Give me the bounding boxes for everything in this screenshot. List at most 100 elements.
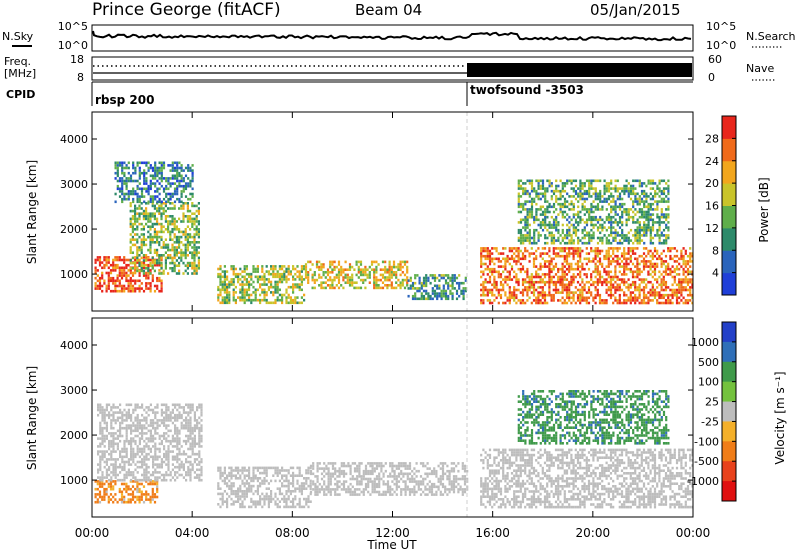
power-echo-cell	[537, 184, 540, 188]
power-echo-cell	[543, 273, 547, 276]
power-echo-cell	[618, 215, 622, 219]
power-echo-cell	[462, 297, 465, 301]
power-echo-cell	[226, 293, 229, 297]
power-echo-cell	[156, 284, 159, 288]
power-echo-cell	[158, 222, 161, 226]
velocity-echo-cell	[112, 413, 115, 417]
power-echo-cell	[114, 284, 117, 288]
power-echo-cell	[590, 205, 593, 209]
power-echo-cell	[482, 280, 485, 284]
power-echo-cell	[561, 213, 564, 216]
power-echo-cell	[444, 292, 448, 295]
power-echo-cell	[519, 179, 523, 183]
power-echo-cell	[169, 195, 172, 198]
power-echo-cell	[116, 256, 119, 259]
velocity-echo-cell	[98, 482, 102, 486]
power-echo-cell	[642, 286, 646, 289]
power-echo-cell	[524, 257, 527, 261]
power-echo-cell	[322, 286, 325, 290]
power-echo-cell	[662, 234, 666, 237]
power-echo-cell	[623, 283, 626, 287]
velocity-echo-cell	[120, 495, 124, 499]
velocity-echo-cell	[101, 416, 104, 420]
velocity-echo-cell	[130, 452, 133, 456]
power-echo-cell	[599, 208, 602, 211]
power-echo-cell	[182, 261, 185, 265]
power-echo-cell	[414, 292, 417, 295]
power-echo-cell	[298, 272, 301, 276]
power-echo-cell	[636, 262, 639, 266]
power-echo-cell	[576, 273, 580, 276]
velocity-echo-cell	[127, 424, 130, 427]
velocity-echo-cell	[154, 447, 157, 451]
power-echo-cell	[386, 286, 389, 290]
power-echo-cell	[621, 221, 624, 224]
power-echo-cell	[524, 221, 527, 224]
velocity-echo-cell	[149, 473, 152, 477]
velocity-echo-cell	[143, 445, 146, 448]
velocity-echo-cell	[98, 493, 102, 496]
velocity-echo-cell	[167, 463, 170, 466]
velocity-echo-cell	[110, 426, 113, 430]
power-echo-cell	[656, 265, 659, 268]
power-echo-cell	[337, 273, 341, 277]
velocity-echo-cell	[105, 426, 108, 430]
power-echo-cell	[484, 249, 487, 253]
power-echo-cell	[642, 301, 646, 305]
power-echo-cell	[682, 296, 685, 300]
power-echo-cell	[629, 270, 632, 274]
power-echo-cell	[178, 217, 181, 221]
velocity-echo-cell	[149, 421, 152, 425]
power-echo-cell	[684, 265, 687, 268]
power-echo-cell	[160, 246, 163, 249]
power-echo-cell	[147, 166, 150, 170]
power-echo-cell	[572, 223, 575, 227]
power-echo-cell	[588, 179, 591, 183]
power-echo-cell	[532, 293, 536, 297]
power-echo-cell	[568, 179, 571, 183]
power-echo-cell	[552, 299, 555, 302]
power-echo-cell	[517, 288, 520, 292]
power-echo-cell	[178, 269, 181, 273]
power-echo-cell	[647, 210, 650, 214]
power-echo-cell	[528, 179, 531, 183]
power-echo-cell	[484, 288, 487, 292]
power-echo-cell	[563, 236, 567, 240]
power-echo-cell	[226, 288, 229, 292]
power-echo-cell	[98, 256, 102, 259]
power-echo-cell	[197, 222, 200, 226]
velocity-echo-cell	[147, 413, 150, 417]
power-echo-cell	[307, 281, 310, 284]
power-echo-cell	[274, 267, 277, 271]
power-echo-cell	[491, 270, 494, 274]
power-echo-cell	[162, 164, 166, 167]
velocity-echo-cell	[189, 460, 192, 464]
power-echo-cell	[153, 228, 156, 231]
power-echo-cell	[653, 273, 657, 276]
power-echo-cell	[480, 293, 483, 297]
power-echo-cell	[384, 278, 387, 282]
power-echo-cell	[142, 225, 145, 228]
power-echo-cell	[451, 274, 454, 277]
power-echo-cell	[403, 273, 407, 277]
power-echo-cell	[281, 293, 284, 297]
power-echo-cell	[594, 288, 597, 292]
power-echo-cell	[614, 213, 617, 216]
power-echo-cell	[627, 299, 630, 302]
power-echo-cell	[506, 260, 509, 263]
power-echo-cell	[647, 205, 650, 209]
power-echo-cell	[552, 241, 556, 245]
power-echo-cell	[574, 252, 577, 255]
power-echo-cell	[581, 249, 584, 253]
velocity-echo-cell	[123, 419, 126, 422]
power-echo-cell	[588, 215, 591, 219]
power-echo-cell	[274, 265, 277, 268]
power-echo-cell	[587, 252, 591, 255]
power-echo-cell	[160, 161, 163, 165]
velocity-echo-cell	[101, 471, 104, 474]
power-echo-cell	[627, 278, 630, 281]
power-echo-cell	[169, 261, 172, 265]
power-echo-cell	[686, 262, 690, 266]
power-echo-cell	[151, 259, 154, 262]
